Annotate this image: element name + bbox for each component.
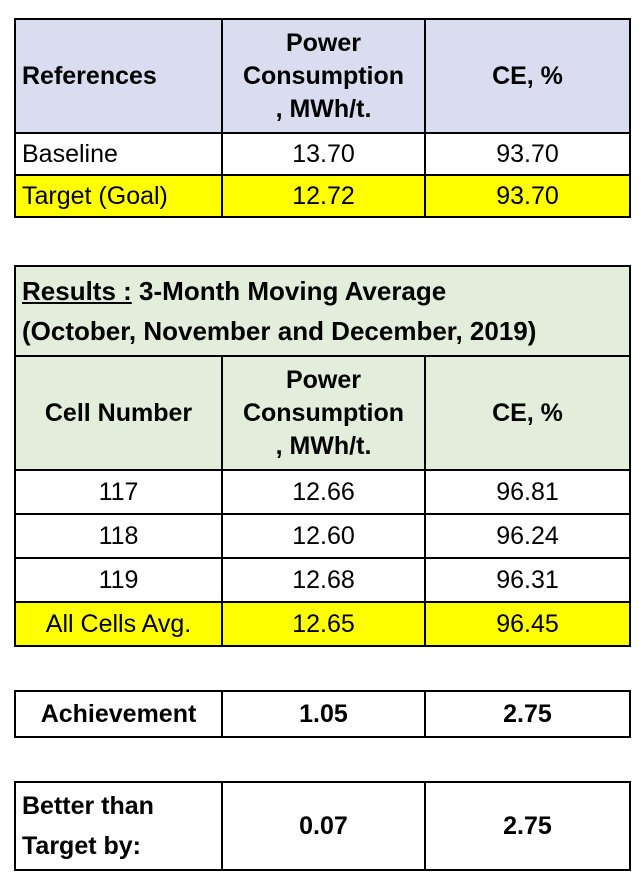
power-consumption-header: Power Consumption , MWh/t. bbox=[221, 355, 426, 471]
ce-value: 93.70 bbox=[424, 174, 631, 218]
results-subtitle: 3-Month Moving Average bbox=[131, 276, 447, 306]
power-value: 13.70 bbox=[221, 132, 426, 176]
power-value: 12.72 bbox=[221, 174, 426, 218]
power-value: 12.65 bbox=[221, 601, 426, 647]
power-value: 12.66 bbox=[221, 469, 426, 515]
better-than-target-label: Better than Target by: bbox=[14, 781, 223, 871]
achievement-table: Achievement 1.05 2.75 bbox=[14, 690, 631, 738]
cell-number: 119 bbox=[14, 557, 223, 603]
achievement-label: Achievement bbox=[14, 690, 223, 738]
achievement-power: 1.05 bbox=[221, 690, 426, 738]
achievement-ce: 2.75 bbox=[424, 690, 631, 738]
power-value: 12.60 bbox=[221, 513, 426, 559]
references-table: References Power Consumption , MWh/t. CE… bbox=[14, 18, 631, 218]
power-header-line: Consumption bbox=[242, 61, 405, 90]
better-than-target-power: 0.07 bbox=[221, 781, 426, 871]
ce-value: 96.24 bbox=[424, 513, 631, 559]
power-header-line: , MWh/t. bbox=[275, 94, 372, 123]
better-than-target-ce: 2.75 bbox=[424, 781, 631, 871]
row-label: Target (Goal) bbox=[14, 174, 223, 218]
results-title-line2: (October, November and December, 2019) bbox=[22, 316, 537, 346]
better-than-target-table: Better than Target by: 0.07 2.75 bbox=[14, 781, 631, 871]
results-title-line1: Results : 3-Month Moving Average bbox=[22, 271, 623, 311]
table-row-highlight: Target (Goal) 12.72 93.70 bbox=[14, 174, 631, 218]
power-consumption-header: Power Consumption , MWh/t. bbox=[221, 18, 426, 134]
cell-number: 118 bbox=[14, 513, 223, 559]
power-value: 12.68 bbox=[221, 557, 426, 603]
power-header-line: Consumption bbox=[242, 398, 405, 427]
table-row: Baseline 13.70 93.70 bbox=[14, 132, 631, 176]
power-header-line: Power bbox=[285, 365, 362, 394]
results-table: Results : 3-Month Moving Average (Octobe… bbox=[14, 265, 631, 647]
power-header-line: Power bbox=[285, 28, 362, 57]
ce-value: 96.45 bbox=[424, 601, 631, 647]
power-header-line: , MWh/t. bbox=[275, 431, 372, 460]
cell-number-header: Cell Number bbox=[14, 355, 223, 471]
cell-number: 117 bbox=[14, 469, 223, 515]
table-row: 117 12.66 96.81 bbox=[14, 469, 631, 515]
ce-value: 96.31 bbox=[424, 557, 631, 603]
better-label-line1: Better than bbox=[22, 792, 154, 820]
references-header: References bbox=[14, 18, 223, 134]
average-row: All Cells Avg. 12.65 96.45 bbox=[14, 601, 631, 647]
row-label: Baseline bbox=[14, 132, 223, 176]
average-label: All Cells Avg. bbox=[14, 601, 223, 647]
ce-header: CE, % bbox=[424, 355, 631, 471]
ce-value: 93.70 bbox=[424, 132, 631, 176]
results-title: Results : 3-Month Moving Average (Octobe… bbox=[14, 265, 631, 357]
results-label: Results : bbox=[22, 276, 132, 306]
table-row: 118 12.60 96.24 bbox=[14, 513, 631, 559]
ce-header: CE, % bbox=[424, 18, 631, 134]
better-label-line2: Target by: bbox=[22, 832, 141, 860]
ce-value: 96.81 bbox=[424, 469, 631, 515]
table-row: 119 12.68 96.31 bbox=[14, 557, 631, 603]
